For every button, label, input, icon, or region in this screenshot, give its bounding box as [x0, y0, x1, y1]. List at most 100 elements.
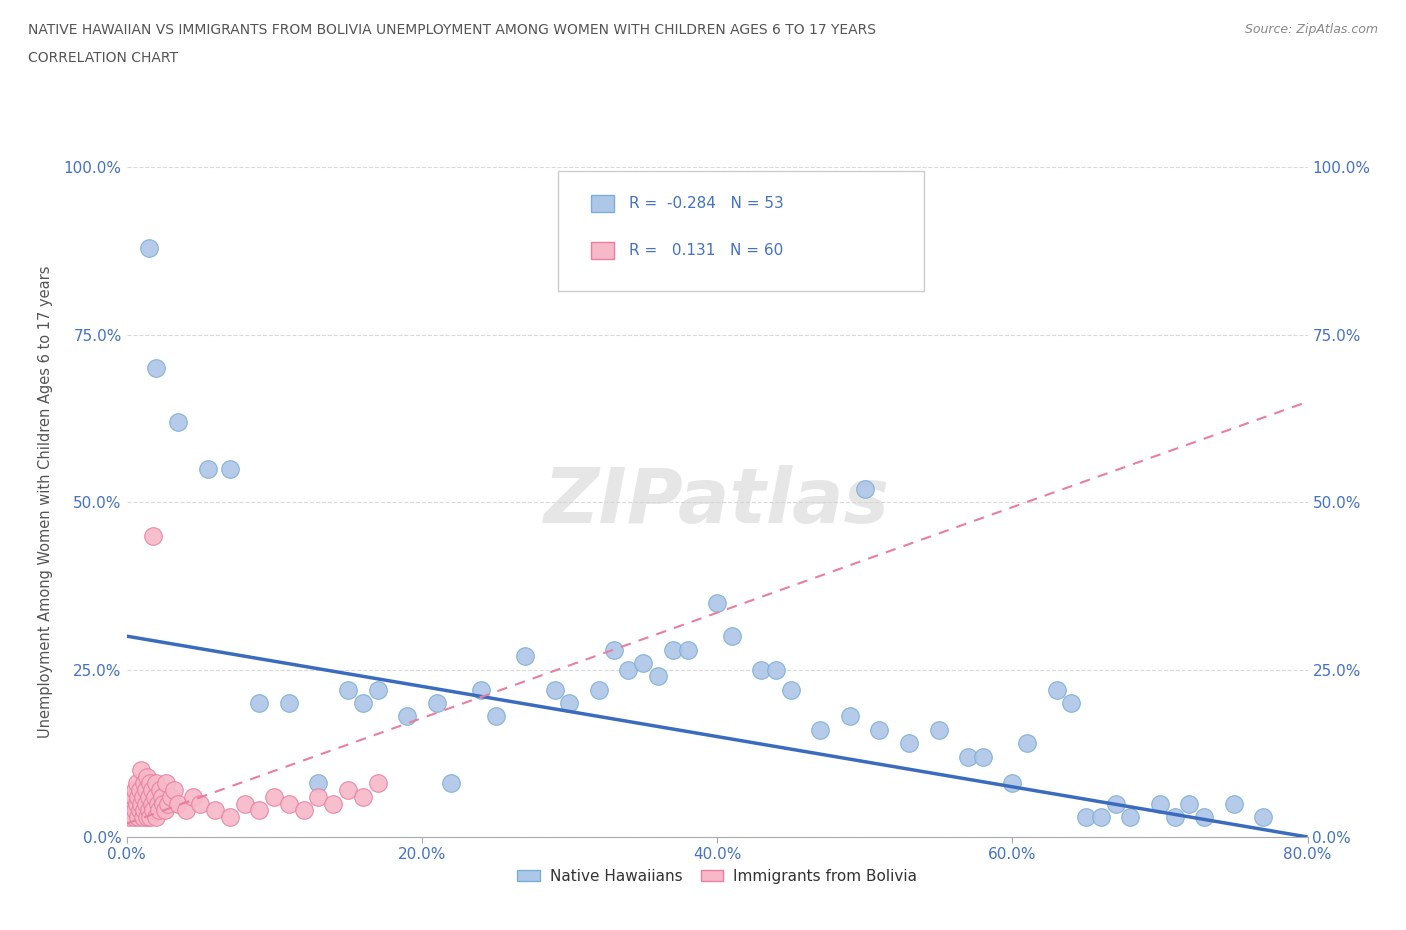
Point — [120, 796, 142, 811]
Point — [122, 790, 145, 804]
Point — [233, 796, 256, 811]
Point — [278, 796, 301, 811]
Point — [957, 750, 980, 764]
FancyBboxPatch shape — [558, 171, 924, 291]
Point — [544, 683, 567, 698]
Point — [633, 656, 655, 671]
Point — [145, 361, 167, 376]
Point — [1178, 796, 1201, 811]
Point — [367, 776, 389, 790]
Text: R =   0.131   N = 60: R = 0.131 N = 60 — [628, 243, 783, 258]
Point — [278, 696, 301, 711]
Point — [128, 783, 150, 798]
Y-axis label: Unemployment Among Women with Children Ages 6 to 17 years: Unemployment Among Women with Children A… — [38, 266, 52, 738]
Point — [150, 790, 173, 804]
Point — [898, 736, 921, 751]
Point — [142, 528, 165, 543]
Point — [352, 790, 374, 804]
Point — [1253, 809, 1275, 824]
Point — [928, 723, 950, 737]
Point — [1119, 809, 1142, 824]
Point — [149, 783, 172, 798]
Point — [167, 796, 190, 811]
Text: CORRELATION CHART: CORRELATION CHART — [28, 51, 179, 65]
Point — [128, 803, 150, 817]
Point — [138, 240, 160, 255]
Point — [155, 776, 177, 790]
Point — [470, 683, 492, 698]
Point — [839, 709, 862, 724]
Point — [972, 750, 994, 764]
Point — [662, 642, 685, 657]
Point — [869, 723, 891, 737]
Point — [1223, 796, 1246, 811]
Point — [181, 790, 204, 804]
Point — [308, 790, 330, 804]
Point — [337, 683, 360, 698]
Point — [167, 415, 190, 430]
Point — [136, 769, 159, 784]
Point — [124, 783, 146, 798]
Text: R =  -0.284   N = 53: R = -0.284 N = 53 — [628, 196, 783, 211]
Point — [721, 629, 744, 644]
Point — [134, 803, 156, 817]
Point — [135, 796, 157, 811]
Point — [322, 796, 344, 811]
Point — [134, 776, 156, 790]
Point — [127, 790, 149, 804]
Point — [853, 482, 876, 497]
Point — [204, 803, 226, 817]
Point — [139, 809, 162, 824]
Point — [292, 803, 315, 817]
Point — [197, 461, 219, 476]
Point — [141, 796, 163, 811]
Point — [121, 803, 143, 817]
Point — [135, 783, 157, 798]
Point — [160, 790, 183, 804]
Point — [124, 803, 146, 817]
Point — [143, 790, 166, 804]
Point — [156, 796, 179, 811]
Point — [138, 803, 160, 817]
Point — [810, 723, 832, 737]
Point — [706, 595, 728, 610]
Point — [1090, 809, 1112, 824]
Point — [263, 790, 285, 804]
Point — [647, 669, 669, 684]
Point — [603, 642, 626, 657]
Point — [125, 796, 148, 811]
Point — [1060, 696, 1083, 711]
Point — [1194, 809, 1216, 824]
Point — [145, 809, 167, 824]
Point — [1105, 796, 1128, 811]
Point — [148, 803, 170, 817]
Point — [146, 796, 169, 811]
Point — [138, 790, 160, 804]
Point — [1017, 736, 1039, 751]
Point — [219, 461, 242, 476]
Point — [188, 796, 212, 811]
Point — [676, 642, 699, 657]
Text: NATIVE HAWAIIAN VS IMMIGRANTS FROM BOLIVIA UNEMPLOYMENT AMONG WOMEN WITH CHILDRE: NATIVE HAWAIIAN VS IMMIGRANTS FROM BOLIV… — [28, 23, 876, 37]
Point — [1046, 683, 1069, 698]
Point — [132, 809, 155, 824]
FancyBboxPatch shape — [591, 195, 613, 212]
Point — [118, 809, 141, 824]
Point — [139, 776, 162, 790]
Point — [337, 783, 360, 798]
Legend: Native Hawaiians, Immigrants from Bolivia: Native Hawaiians, Immigrants from Bolivi… — [512, 862, 922, 890]
Point — [751, 662, 773, 677]
Point — [163, 783, 186, 798]
Text: ZIPatlas: ZIPatlas — [544, 465, 890, 539]
Point — [780, 683, 803, 698]
Point — [558, 696, 581, 711]
Point — [141, 783, 163, 798]
Point — [588, 683, 610, 698]
Point — [152, 796, 174, 811]
Point — [308, 776, 330, 790]
Point — [249, 696, 271, 711]
Point — [129, 796, 153, 811]
Point — [249, 803, 271, 817]
Point — [129, 763, 153, 777]
Point — [132, 790, 155, 804]
